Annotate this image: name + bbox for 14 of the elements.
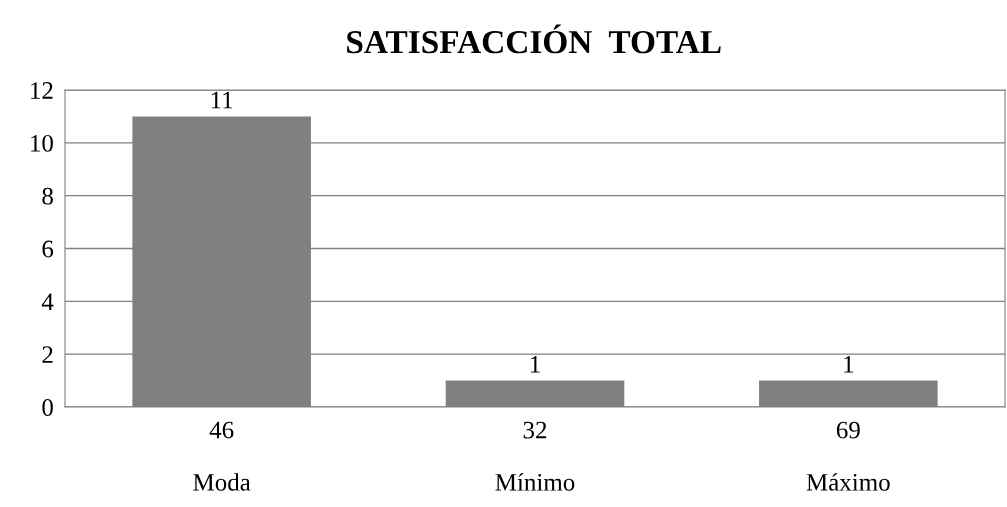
data-label: 1 bbox=[530, 355, 540, 373]
y-tick-label: 8 bbox=[42, 187, 53, 205]
category-label: 69 Máximo bbox=[806, 421, 890, 491]
data-label: 11 bbox=[211, 91, 233, 109]
data-label: 1 bbox=[844, 355, 854, 373]
category-label: 32 Mínimo bbox=[495, 421, 575, 491]
y-tick-label: 12 bbox=[31, 82, 53, 99]
y-tick-label: 4 bbox=[41, 293, 54, 311]
y-tick-label: 6 bbox=[42, 240, 54, 258]
y-tick-label: 0 bbox=[42, 399, 53, 416]
y-tick-label: 2 bbox=[42, 346, 53, 363]
y-tick-label: 10 bbox=[31, 134, 53, 152]
chart-title: SATISFACCIÓN TOTAL bbox=[347, 24, 721, 54]
category-label: 46 Moda bbox=[193, 421, 251, 491]
